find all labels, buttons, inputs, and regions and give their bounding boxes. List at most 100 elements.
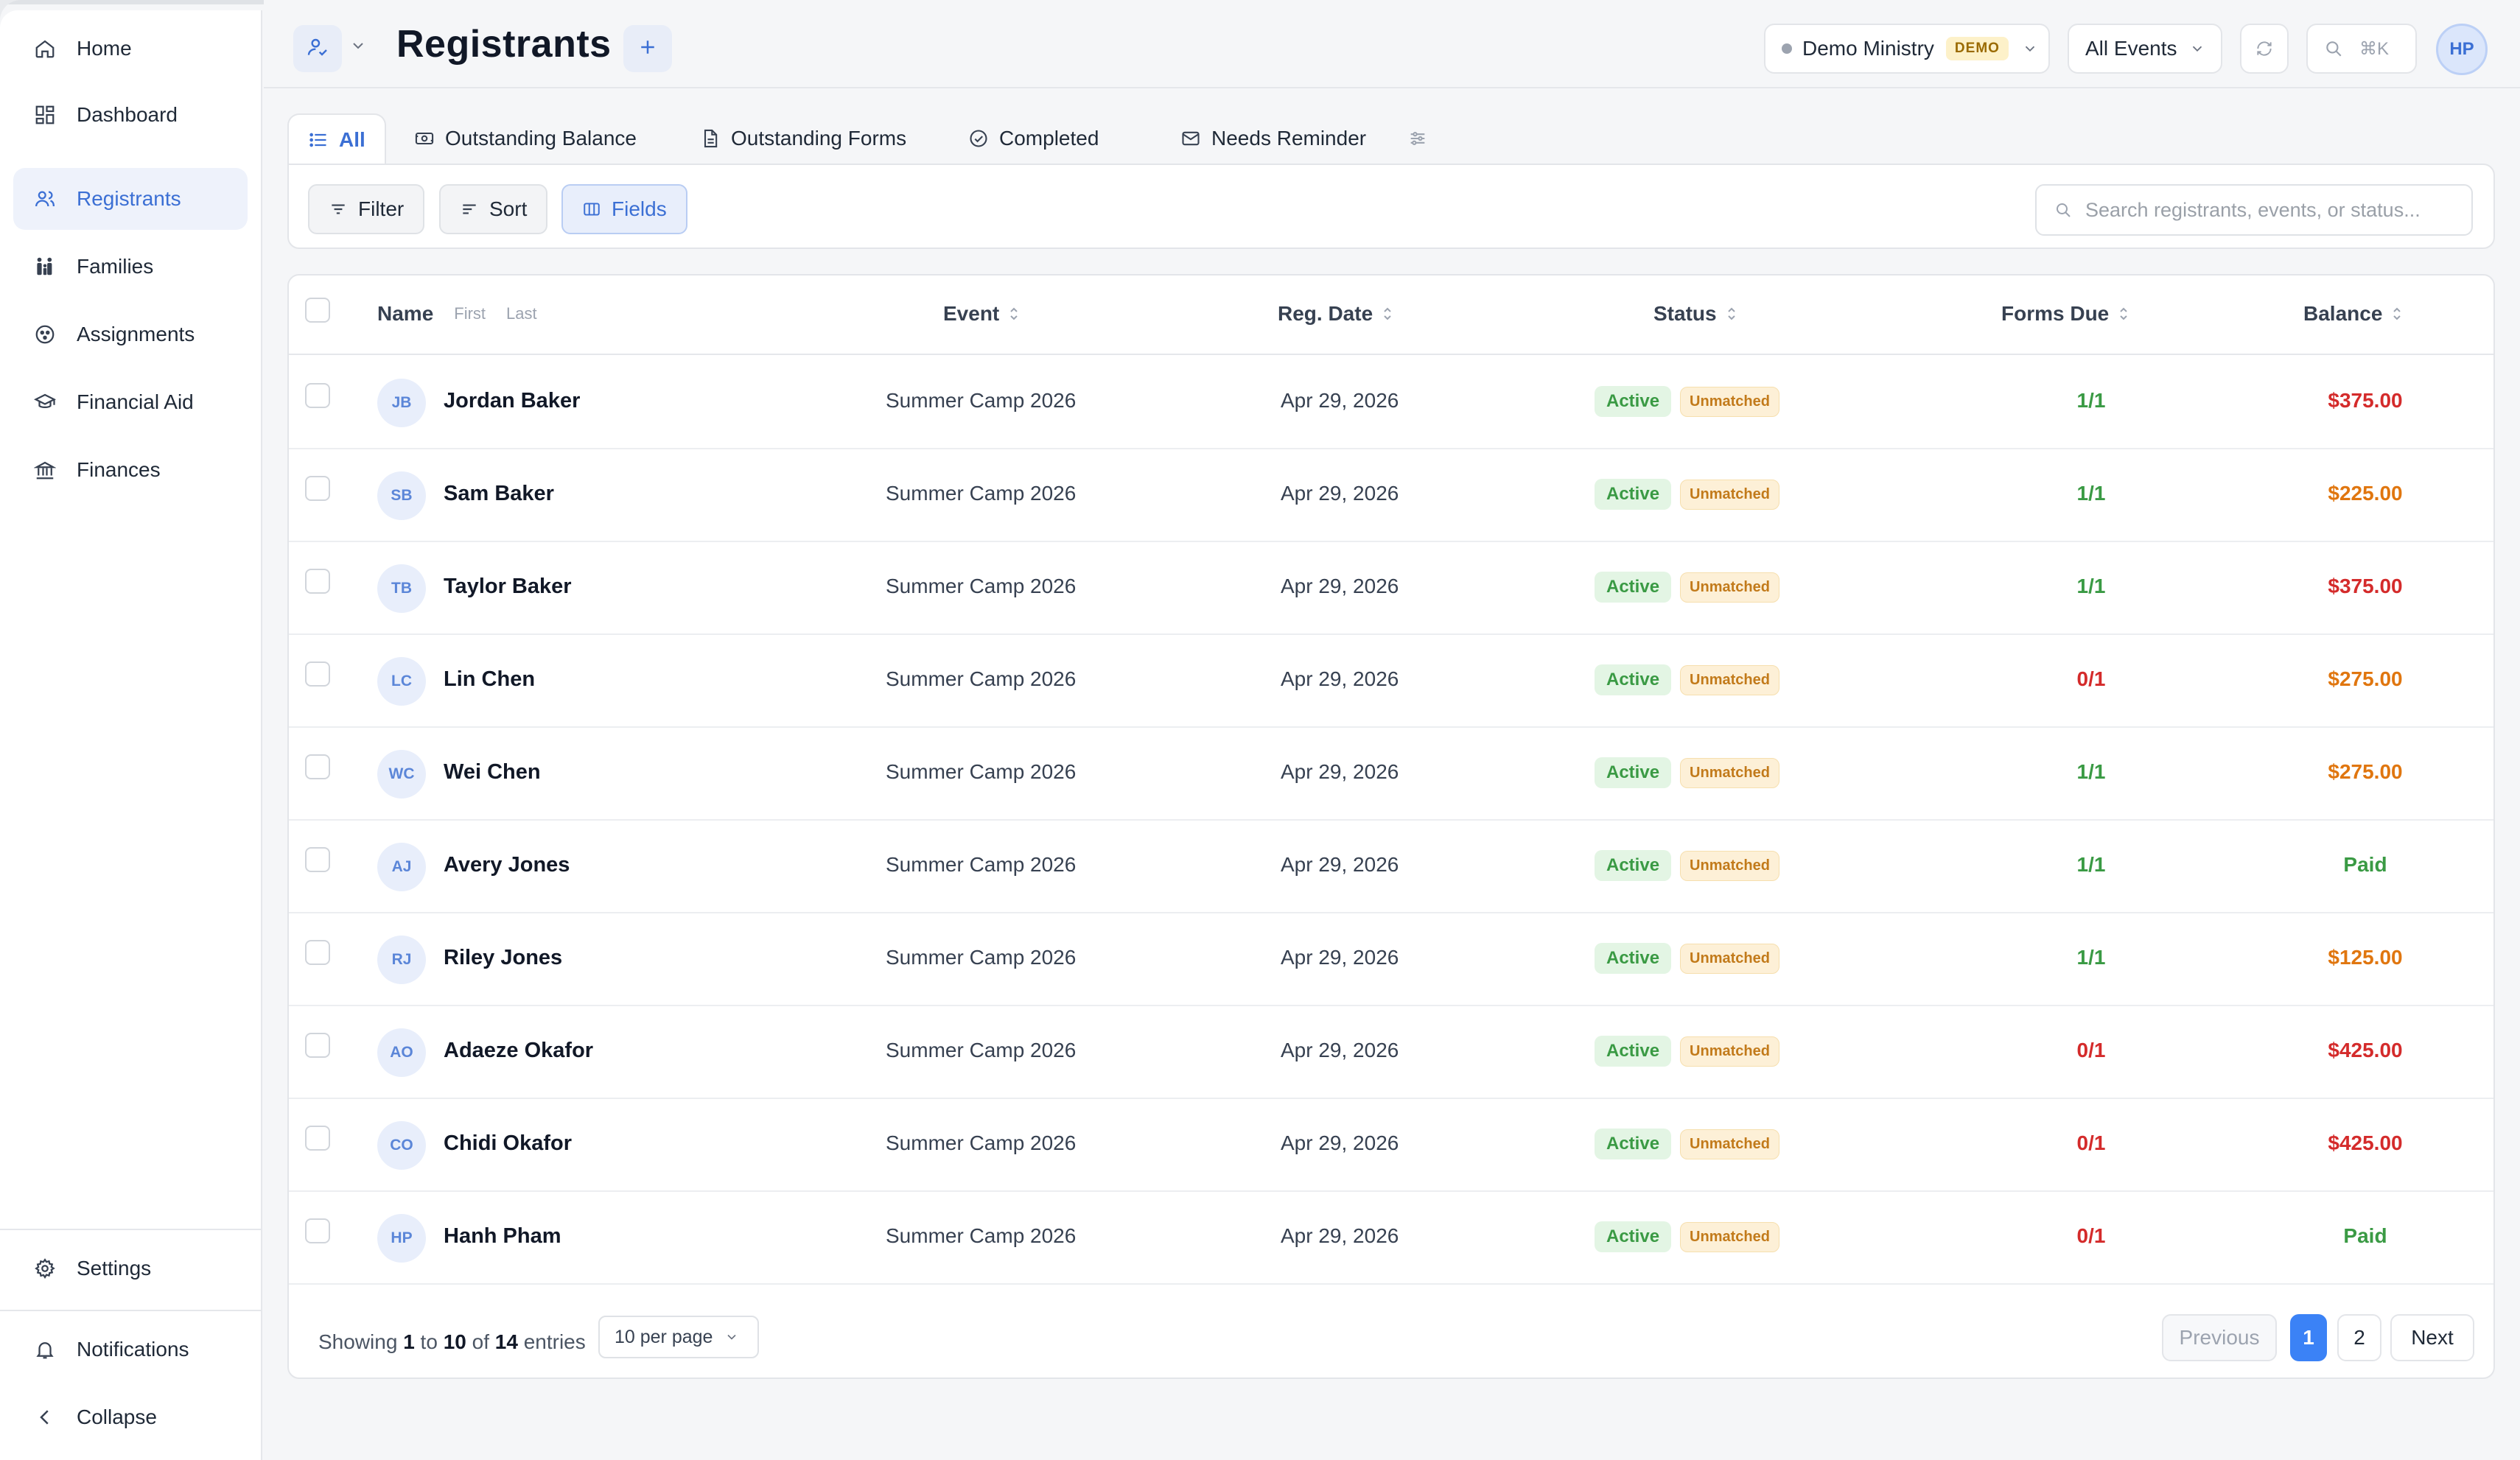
ministry-name: Demo Ministry	[1802, 37, 1934, 60]
sidebar-collapse-button[interactable]: Collapse	[13, 1386, 248, 1448]
sidebar-item-families[interactable]: Families	[13, 236, 248, 298]
sort-arrows-icon	[1008, 306, 1020, 322]
sidebar-item-home[interactable]: Home	[13, 18, 248, 80]
registrant-name[interactable]: Jordan Baker	[444, 389, 581, 413]
events-selector[interactable]: All Events	[2068, 24, 2222, 74]
per-page-select[interactable]: 10 per page	[598, 1316, 759, 1358]
registrant-name[interactable]: Hanh Pham	[444, 1224, 561, 1248]
table-row[interactable]: AJ Avery Jones Summer Camp 2026 Apr 29, 202…	[289, 821, 2493, 913]
registrant-name[interactable]: Sam Baker	[444, 482, 554, 505]
row-checkbox[interactable]	[305, 1033, 330, 1058]
sidebar-item-notifications[interactable]: Notifications	[13, 1319, 248, 1380]
row-checkbox[interactable]	[305, 383, 330, 408]
status-badge: Active	[1595, 850, 1672, 881]
next-page-button[interactable]: Next	[2390, 1314, 2474, 1361]
row-checkbox[interactable]	[305, 1126, 330, 1151]
sidebar-item-label: Home	[77, 37, 132, 60]
table-row[interactable]: SB Sam Baker Summer Camp 2026 Apr 29, 2026 A…	[289, 449, 2493, 542]
toolbar-body: Filter Sort Fields	[287, 164, 2495, 249]
column-header-event[interactable]: Event	[943, 302, 1020, 326]
status-cell: Active Unmatched	[1595, 572, 1779, 603]
status-badge: Active	[1595, 386, 1672, 417]
table-row[interactable]: AO Adaeze Okafor Summer Camp 2026 Apr 29, 2…	[289, 1006, 2493, 1099]
table-row[interactable]: WC Wei Chen Summer Camp 2026 Apr 29, 2026 Ac…	[289, 728, 2493, 821]
sidebar-divider	[0, 1229, 262, 1230]
tab-all[interactable]: All	[287, 113, 386, 165]
sort-button[interactable]: Sort	[439, 184, 548, 234]
sidebar-item-registrants[interactable]: Registrants	[13, 168, 248, 230]
column-title: Event	[943, 302, 1000, 325]
ministry-selector[interactable]: Demo Ministry DEMO	[1764, 24, 2050, 74]
registrant-name[interactable]: Wei Chen	[444, 760, 541, 784]
sidebar-item-dashboard[interactable]: Dashboard	[13, 84, 248, 146]
tab-outstanding-forms[interactable]: Outstanding Forms	[681, 113, 925, 164]
sidebar-item-label: Assignments	[77, 323, 195, 345]
row-checkbox[interactable]	[305, 940, 330, 965]
registrant-name[interactable]: Lin Chen	[444, 667, 536, 691]
column-header-balance[interactable]: Balance	[2303, 302, 2403, 326]
table-row[interactable]: JB Jordan Baker Summer Camp 2026 Apr 29, 20…	[289, 357, 2493, 449]
chevron-down-icon[interactable]	[349, 37, 367, 58]
forms-due: 0/1	[2076, 1039, 2106, 1061]
registrants-menu-button[interactable]	[293, 25, 342, 72]
fields-button[interactable]: Fields	[561, 184, 687, 234]
select-all-checkbox[interactable]	[305, 298, 330, 323]
avatar: JB	[377, 379, 426, 427]
range-start: 1	[403, 1330, 415, 1353]
row-checkbox[interactable]	[305, 661, 330, 687]
sort-last-name[interactable]: Last	[506, 304, 537, 323]
user-check-icon	[306, 35, 329, 63]
refresh-button[interactable]	[2240, 24, 2289, 74]
column-header-reg-date[interactable]: Reg. Date	[1278, 302, 1393, 326]
status-badge: Active	[1595, 757, 1672, 788]
row-checkbox[interactable]	[305, 754, 330, 779]
row-checkbox[interactable]	[305, 476, 330, 501]
registrant-name[interactable]: Chidi Okafor	[444, 1131, 573, 1155]
registrants-table: Name First Last Event Reg. Date Status F…	[287, 274, 2495, 1379]
global-search-button[interactable]: ⌘K	[2306, 24, 2417, 74]
event-name: Summer Camp 2026	[886, 1131, 1077, 1154]
registrant-name[interactable]: Avery Jones	[444, 853, 570, 877]
event-name: Summer Camp 2026	[886, 667, 1077, 690]
column-header-status[interactable]: Status	[1653, 302, 1737, 326]
sidebar-item-assignments[interactable]: Assignments	[13, 303, 248, 365]
fields-label: Fields	[612, 197, 667, 220]
page-button-2[interactable]: 2	[2337, 1314, 2381, 1361]
row-checkbox[interactable]	[305, 1218, 330, 1243]
row-checkbox[interactable]	[305, 847, 330, 872]
event-name: Summer Camp 2026	[886, 389, 1077, 412]
row-checkbox[interactable]	[305, 569, 330, 594]
registrant-name[interactable]: Taylor Baker	[444, 575, 572, 598]
sidebar-item-financial-aid[interactable]: Financial Aid	[13, 371, 248, 433]
sidebar-divider	[0, 1310, 262, 1311]
tab-completed[interactable]: Completed	[949, 113, 1118, 164]
search-field[interactable]	[2035, 184, 2473, 236]
table-row[interactable]: LC Lin Chen Summer Camp 2026 Apr 29, 2026 Ac…	[289, 635, 2493, 728]
table-row[interactable]: TB Taylor Baker Summer Camp 2026 Apr 29, 20…	[289, 542, 2493, 635]
search-input[interactable]	[2085, 198, 2468, 222]
tab-needs-reminder[interactable]: Needs Reminder	[1161, 113, 1385, 164]
sidebar-item-label: Registrants	[77, 187, 181, 210]
add-registrant-button[interactable]	[623, 25, 672, 72]
column-header-name[interactable]: Name First Last	[377, 302, 537, 326]
user-avatar[interactable]: HP	[2436, 24, 2488, 75]
column-header-forms-due[interactable]: Forms Due	[2001, 302, 2129, 326]
table-row[interactable]: RJ Riley Jones Summer Camp 2026 Apr 29, 202…	[289, 913, 2493, 1006]
tab-outstanding-balance[interactable]: Outstanding Balance	[395, 113, 656, 164]
registrant-name[interactable]: Adaeze Okafor	[444, 1039, 594, 1062]
status-dot	[1782, 43, 1792, 54]
filter-button[interactable]: Filter	[308, 184, 425, 234]
forms-due: 1/1	[2076, 853, 2106, 876]
status-cell: Active Unmatched	[1595, 386, 1779, 417]
tab-customize-button[interactable]	[1388, 113, 1457, 164]
range-end: 10	[443, 1330, 466, 1353]
sidebar-item-settings[interactable]: Settings	[13, 1238, 248, 1299]
sidebar-item-label: Financial Aid	[77, 390, 194, 413]
table-row[interactable]: CO Chidi Okafor Summer Camp 2026 Apr 29, 20…	[289, 1099, 2493, 1192]
registrant-name[interactable]: Riley Jones	[444, 946, 563, 969]
table-row[interactable]: HP Hanh Pham Summer Camp 2026 Apr 29, 2026 A…	[289, 1192, 2493, 1285]
page-button-1[interactable]: 1	[2290, 1314, 2327, 1361]
sort-first-name[interactable]: First	[454, 304, 486, 323]
sidebar-item-finances[interactable]: Finances	[13, 439, 248, 501]
previous-page-button[interactable]: Previous	[2162, 1314, 2277, 1361]
